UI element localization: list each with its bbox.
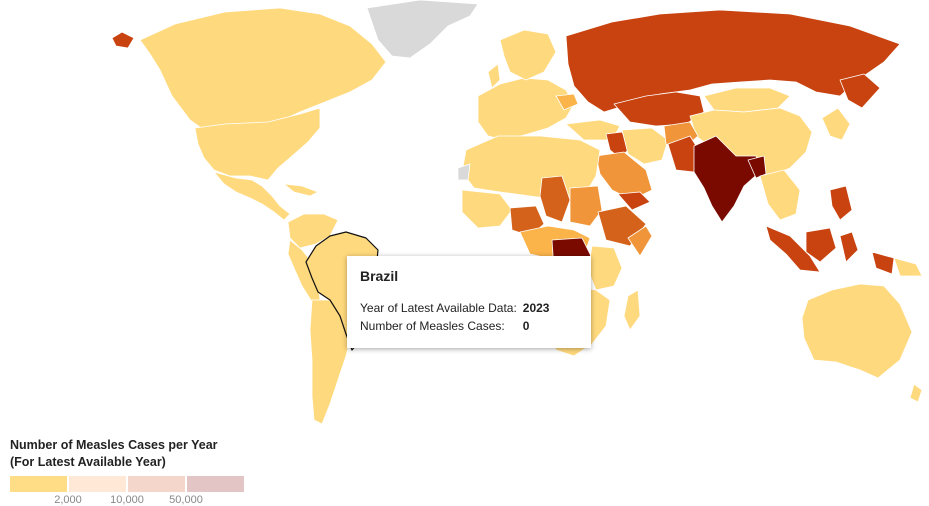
country-greenland[interactable] bbox=[366, 0, 479, 59]
legend-title-line1: Number of Measles Cases per Year bbox=[10, 438, 218, 452]
country-russia[interactable] bbox=[565, 9, 901, 113]
legend-ticks: 2,000 10,000 50,000 bbox=[10, 492, 250, 506]
country-west-sahara[interactable] bbox=[457, 163, 471, 181]
country-west-africa[interactable] bbox=[461, 189, 513, 229]
legend-swatch-1 bbox=[10, 476, 67, 492]
country-yemen[interactable] bbox=[617, 191, 651, 211]
country-canada[interactable] bbox=[139, 7, 387, 131]
country-southeast-asia[interactable] bbox=[759, 169, 801, 221]
country-united-states[interactable] bbox=[194, 107, 321, 181]
tooltip-year-label: Year of Latest Available Data: bbox=[360, 301, 517, 315]
tooltip-year-value: 2023 bbox=[522, 301, 550, 315]
country-philippines[interactable] bbox=[829, 185, 853, 221]
country-madagascar[interactable] bbox=[623, 289, 641, 331]
legend-swatch-3 bbox=[128, 476, 185, 492]
country-kazakhstan[interactable] bbox=[613, 91, 705, 127]
legend-title-line2: (For Latest Available Year) bbox=[10, 455, 166, 469]
country-uk[interactable] bbox=[487, 63, 501, 89]
legend-color-bar bbox=[10, 476, 250, 492]
country-romania[interactable] bbox=[555, 93, 579, 111]
country-somalia[interactable] bbox=[627, 225, 653, 257]
legend-swatch-2 bbox=[69, 476, 126, 492]
country-russia-east[interactable] bbox=[839, 73, 881, 109]
country-png[interactable] bbox=[893, 257, 923, 277]
tooltip-cases-label: Number of Measles Cases: bbox=[360, 319, 505, 333]
country-myanmar[interactable] bbox=[747, 155, 767, 179]
country-australia[interactable] bbox=[801, 283, 913, 379]
country-east-africa[interactable] bbox=[587, 245, 623, 291]
tooltip-year-row: Year of Latest Available Data: 2023 bbox=[360, 299, 579, 317]
country-caribbean[interactable] bbox=[283, 183, 319, 197]
country-japan-korea[interactable] bbox=[821, 107, 851, 141]
country-borneo[interactable] bbox=[805, 227, 837, 263]
legend-tick-10000: 10,000 bbox=[110, 494, 144, 506]
tooltip-country-name: Brazil bbox=[360, 268, 399, 284]
country-tooltip: Brazil Year of Latest Available Data: 202… bbox=[347, 256, 591, 348]
country-mexico-central-america[interactable] bbox=[213, 171, 291, 221]
legend-tick-2000: 2,000 bbox=[54, 494, 82, 506]
country-chad[interactable] bbox=[539, 175, 571, 223]
country-india[interactable] bbox=[693, 135, 763, 223]
country-indonesia-west[interactable] bbox=[765, 225, 821, 273]
legend-swatch-4 bbox=[187, 476, 244, 492]
country-sudan[interactable] bbox=[569, 185, 603, 227]
map-legend: Number of Measles Cases per Year (For La… bbox=[10, 437, 250, 506]
legend-tick-50000: 50,000 bbox=[169, 494, 203, 506]
country-iran[interactable] bbox=[621, 127, 669, 165]
country-scandinavia[interactable] bbox=[499, 29, 557, 81]
country-alaska-region[interactable] bbox=[111, 31, 135, 49]
world-map[interactable] bbox=[0, 0, 929, 430]
country-new-zealand[interactable] bbox=[909, 383, 923, 403]
tooltip-cases-row: Number of Measles Cases: 0 bbox=[360, 317, 579, 335]
country-papua[interactable] bbox=[871, 251, 895, 275]
tooltip-cases-value: 0 bbox=[522, 319, 530, 333]
country-indonesia-east[interactable] bbox=[839, 231, 859, 263]
